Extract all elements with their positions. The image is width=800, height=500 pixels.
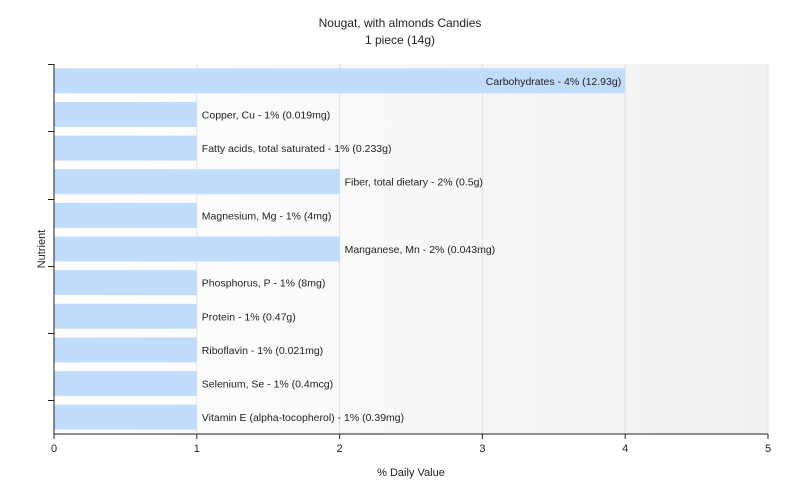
bar <box>54 404 197 430</box>
x-axis-title: % Daily Value <box>377 467 445 479</box>
bar-label: Manganese, Mn - 2% (0.043mg) <box>345 244 496 256</box>
bar-label: Fatty acids, total saturated - 1% (0.233… <box>202 143 392 155</box>
bar <box>54 337 197 363</box>
x-tick-label: 0 <box>51 443 57 455</box>
bar-label: Copper, Cu - 1% (0.019mg) <box>202 109 330 121</box>
bar-label: Selenium, Se - 1% (0.4mcg) <box>202 379 333 391</box>
bar <box>54 169 340 195</box>
bar-label: Protein - 1% (0.47g) <box>202 311 296 323</box>
chart-title: Nougat, with almonds Candies <box>318 16 482 30</box>
bar-label: Carbohydrates - 4% (12.93g) <box>486 76 621 88</box>
x-tick-label: 4 <box>622 443 628 455</box>
bar-label: Riboflavin - 1% (0.021mg) <box>202 345 323 357</box>
x-tick-label: 2 <box>337 443 343 455</box>
bar <box>54 135 197 161</box>
bar-label: Magnesium, Mg - 1% (4mg) <box>202 210 332 222</box>
bar-label: Fiber, total dietary - 2% (0.5g) <box>345 177 483 189</box>
y-axis-title: Nutrient <box>36 230 48 269</box>
bar <box>54 236 340 262</box>
bar-label: Vitamin E (alpha-tocopherol) - 1% (0.39m… <box>202 412 404 424</box>
x-tick-label: 5 <box>765 443 771 455</box>
bar <box>54 101 197 127</box>
chart-subtitle: 1 piece (14g) <box>364 33 436 47</box>
bar <box>54 371 197 397</box>
bar <box>54 68 626 94</box>
bar <box>54 270 197 296</box>
bar <box>54 202 197 228</box>
x-tick-label: 3 <box>479 443 485 455</box>
bar <box>54 303 197 329</box>
bar-label: Phosphorus, P - 1% (8mg) <box>202 278 326 290</box>
x-tick-label: 1 <box>194 443 200 455</box>
